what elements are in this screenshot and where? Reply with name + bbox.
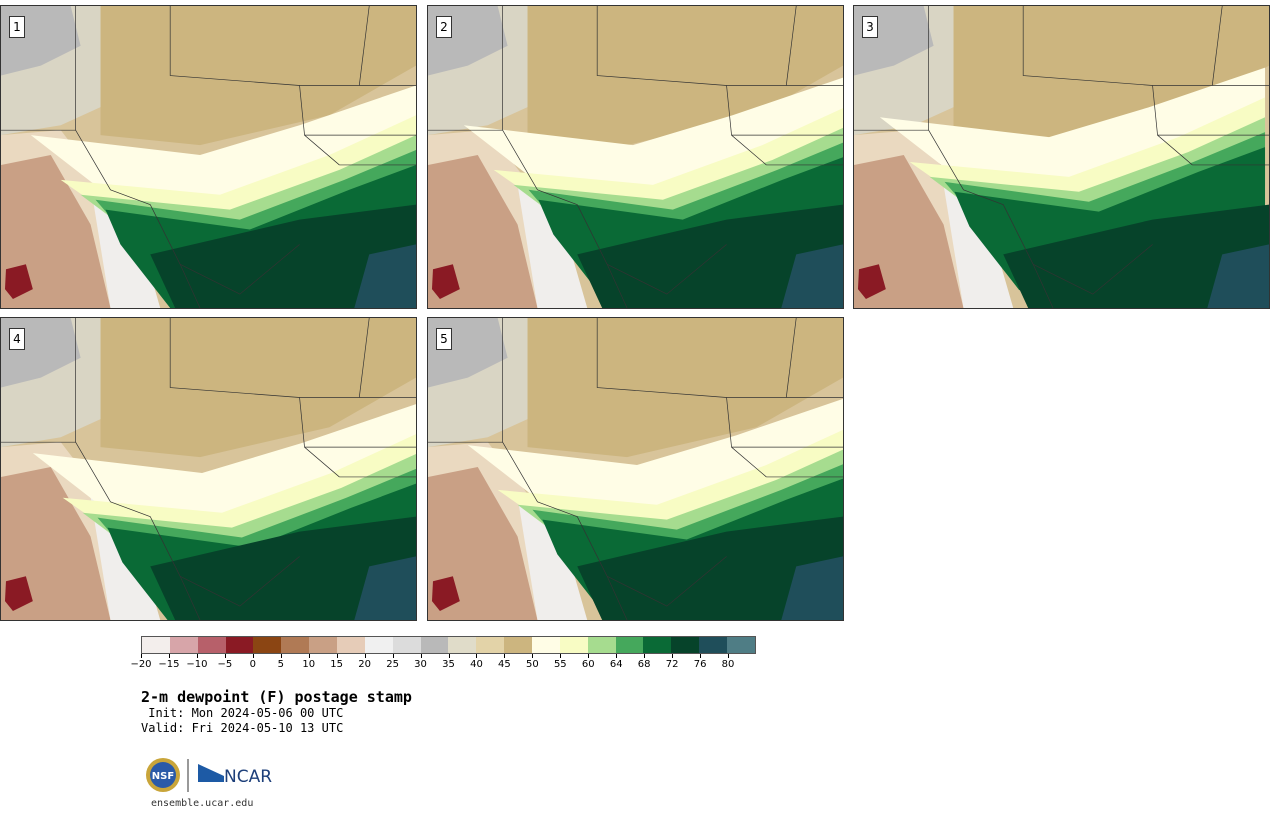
colorbar-tick-label: −5: [217, 659, 233, 670]
colorbar-swatch: [169, 637, 198, 653]
colorbar-swatch: [532, 637, 560, 653]
colorbar-tick-label: 80: [721, 659, 735, 670]
colorbar-tick-label: 40: [470, 659, 483, 670]
colorbar-tick: [672, 654, 674, 658]
colorbar-tick: [224, 654, 226, 658]
colorbar-swatch: [309, 637, 338, 653]
ncar-text: NCAR: [224, 767, 272, 787]
panel-number: 1: [9, 16, 25, 38]
colorbar-tick-label: 10: [302, 659, 316, 670]
init-time: Init: Mon 2024-05-06 00 UTC: [141, 706, 344, 720]
colorbar-swatch: [727, 637, 755, 653]
colorbar-swatch: [337, 637, 365, 653]
colorbar-tick: [532, 654, 534, 658]
map-panel-1: 1: [0, 5, 417, 309]
panel-number: 5: [436, 328, 452, 350]
colorbar-tick-label: 15: [330, 659, 344, 670]
valid-time: Valid: Fri 2024-05-10 13 UTC: [141, 721, 344, 735]
colorbar-tick-label: 5: [277, 659, 284, 670]
nsf-ncar-logo: NSF NCAR: [146, 758, 272, 792]
colorbar-tick: [364, 654, 366, 658]
dewpoint-field: [1, 318, 416, 620]
colorbar-tick-label: 55: [553, 659, 567, 670]
colorbar-swatch: [504, 637, 533, 653]
colorbar-tick-label: 25: [386, 659, 399, 670]
colorbar-tick: [392, 654, 394, 658]
colorbar-tick-label: 50: [525, 659, 539, 670]
map-panel-4: 4: [0, 317, 417, 621]
colorbar-tick: [728, 654, 730, 658]
colorbar-tick: [700, 654, 702, 658]
colorbar-swatch: [253, 637, 282, 653]
colorbar-swatch: [281, 637, 310, 653]
colorbar-swatch: [142, 637, 170, 653]
site-url: ensemble.ucar.edu: [151, 798, 254, 809]
colorbar-tick: [141, 654, 142, 658]
chart-title: 2-m dewpoint (F) postage stamp: [141, 688, 412, 706]
colorbar: [141, 636, 756, 654]
colorbar-tick: [644, 654, 646, 658]
colorbar-tick: [448, 654, 450, 658]
colorbar-swatch: [392, 637, 421, 653]
colorbar-tick-label: −20: [130, 659, 152, 670]
colorbar-swatch: [699, 637, 728, 653]
colorbar-tick: [504, 654, 506, 658]
colorbar-tick: [280, 654, 282, 658]
colorbar-tick: [308, 654, 310, 658]
dewpoint-field: [428, 318, 843, 620]
map-panel-2: 2: [427, 5, 844, 309]
colorbar-tick: [252, 654, 254, 658]
colorbar-tick: [196, 654, 198, 658]
colorbar-tick-label: 0: [249, 659, 256, 670]
colorbar-tick-label: 68: [637, 659, 651, 670]
colorbar-tick-label: 35: [442, 659, 455, 670]
colorbar-swatch: [364, 637, 393, 653]
colorbar-swatch: [643, 637, 672, 653]
colorbar-tick-label: 45: [498, 659, 511, 670]
panel-number: 4: [9, 328, 25, 350]
colorbar-tick-label: 20: [358, 659, 371, 670]
colorbar-swatch: [559, 637, 588, 653]
colorbar-tick: [476, 654, 478, 658]
colorbar-swatch: [448, 637, 477, 653]
colorbar-swatch: [615, 637, 644, 653]
colorbar-tick-label: 30: [414, 659, 427, 670]
colorbar-swatch: [476, 637, 505, 653]
dewpoint-field: [854, 6, 1269, 308]
colorbar-tick: [560, 654, 562, 658]
dewpoint-field: [1, 6, 416, 308]
panel-number: 2: [436, 16, 452, 38]
map-panel-5: 5: [427, 317, 844, 621]
colorbar-tick-label: −10: [186, 659, 208, 670]
colorbar-tick-label: 72: [665, 659, 679, 670]
colorbar-swatch: [225, 637, 254, 653]
colorbar-tick: [420, 654, 422, 658]
colorbar-tick: [588, 654, 590, 658]
colorbar-swatch: [671, 637, 700, 653]
colorbar-swatch: [420, 637, 449, 653]
colorbar-tick-label: 76: [693, 659, 707, 670]
colorbar-tick-label: 60: [581, 659, 595, 670]
map-panel-3: 3: [853, 5, 1270, 309]
colorbar-tick-label: 64: [609, 659, 623, 670]
colorbar-tick-label: −15: [158, 659, 180, 670]
colorbar-swatch: [587, 637, 616, 653]
colorbar-ticks: −20 −15 −10 −5 0 5 10 15 20 25 30 35 40 45 50 55 60 64 68 7…: [130, 654, 756, 674]
dewpoint-field: [428, 6, 843, 308]
colorbar-tick: [616, 654, 618, 658]
nsf-text: NSF: [152, 771, 174, 782]
colorbar-swatch: [197, 637, 226, 653]
panel-number: 3: [862, 16, 878, 38]
colorbar-tick: [336, 654, 338, 658]
colorbar-tick: [168, 654, 170, 658]
